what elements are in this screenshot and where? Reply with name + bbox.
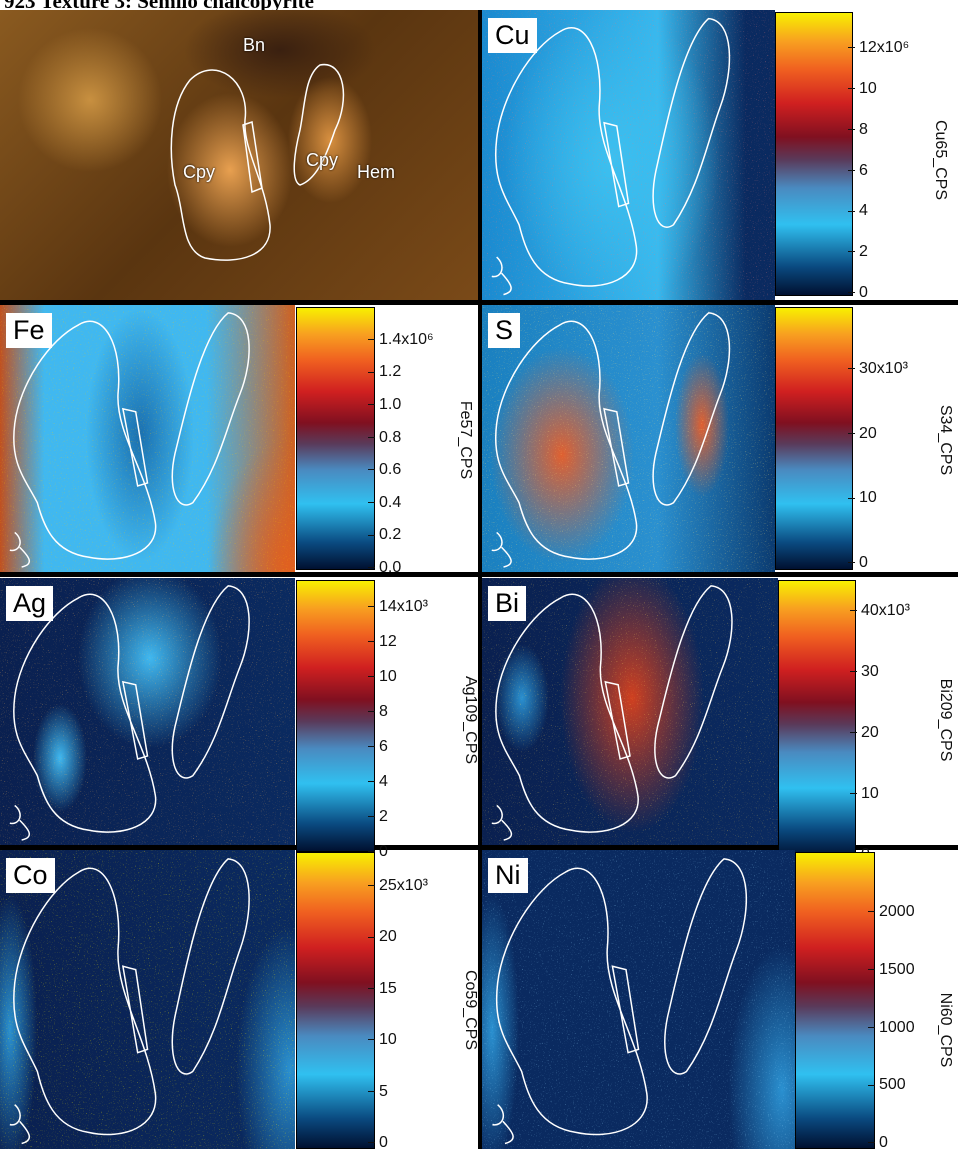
- colorbar-tick-label: 8: [848, 121, 868, 139]
- colorbar-tick-label: 8: [368, 703, 388, 721]
- figure: 923 Texture 3: Semilo chalcopyrite Bn Cp…: [0, 0, 958, 1149]
- colorbar-tick-label: 20: [368, 928, 397, 946]
- colorbar-tick-label: 5: [368, 1083, 388, 1101]
- element-label: Fe: [6, 313, 52, 348]
- colorbar-axis-label: S34_CPS: [936, 405, 954, 475]
- colorbar-tick-label: 1500: [868, 961, 915, 979]
- colorbar-tick-label: 30: [850, 663, 879, 681]
- colorbar-tick-label: 6: [848, 162, 868, 180]
- element-label: Bi: [488, 586, 526, 621]
- colorbar-tick-label: 15: [368, 980, 397, 998]
- colorbar-tick-label: 20: [850, 724, 879, 742]
- colorbar-tick-label: 20: [848, 425, 877, 443]
- map-overlay: [482, 850, 795, 1149]
- colorbar-axis-label: Fe57_CPS: [456, 401, 474, 479]
- phase-label: Cpy: [183, 162, 215, 183]
- colorbar-tick-label: 0: [368, 1134, 388, 1149]
- colorbar: [778, 580, 856, 858]
- colorbar-tick-label: 30x10³: [848, 360, 908, 378]
- colorbar-axis-label: Bi209_CPS: [936, 679, 954, 762]
- colorbar-tick-label: 0: [848, 284, 868, 302]
- colorbar-tick-label: 0.2: [368, 526, 401, 544]
- colorbar-axis-label: Ag109_CPS: [461, 676, 479, 764]
- divider: [0, 572, 958, 577]
- element-label: S: [488, 313, 520, 348]
- colorbar-tick-label: 0: [848, 554, 868, 572]
- colorbar: [775, 307, 853, 570]
- colorbar-tick-label: 10: [368, 668, 397, 686]
- colorbar: [795, 852, 875, 1149]
- colorbar-axis-label: Ni60_CPS: [936, 993, 954, 1068]
- map-overlay: [0, 850, 295, 1149]
- colorbar-tick-label: 14x10³: [368, 598, 428, 616]
- colorbar: [296, 580, 375, 852]
- photo-outlines: [0, 10, 478, 300]
- colorbar-tick-label: 12: [368, 633, 397, 651]
- colorbar-tick-label: 40x10³: [850, 602, 910, 620]
- element-label: Ag: [6, 586, 53, 621]
- colorbar-tick-label: 4: [368, 773, 388, 791]
- colorbar-tick-label: 1.2: [368, 363, 401, 381]
- element-label: Cu: [488, 18, 537, 53]
- map-overlay: [482, 10, 775, 300]
- colorbar-tick-label: 10: [850, 785, 879, 803]
- colorbar-tick-label: 10: [848, 80, 877, 98]
- colorbar-axis-label: Cu65_CPS: [931, 120, 949, 200]
- colorbar-tick-label: 500: [868, 1076, 906, 1094]
- colorbar-tick-label: 2: [368, 808, 388, 826]
- colorbar-tick-label: 0.8: [368, 429, 401, 447]
- colorbar-tick-label: 0.4: [368, 494, 401, 512]
- colorbar-tick-label: 1.4x10⁶: [368, 331, 434, 349]
- colorbar-tick-label: 0.6: [368, 461, 401, 479]
- map-overlay: [482, 305, 775, 572]
- colorbar-tick-label: 1000: [868, 1019, 915, 1037]
- phase-label: Cpy: [306, 150, 338, 171]
- colorbar-tick-label: 1.0: [368, 396, 401, 414]
- colorbar-tick-label: 0.0: [368, 559, 401, 577]
- colorbar: [296, 852, 375, 1149]
- colorbar-tick-label: 25x10³: [368, 877, 428, 895]
- colorbar: [296, 307, 375, 570]
- map-overlay: [482, 578, 778, 845]
- colorbar-tick-label: 12x10⁶: [848, 39, 909, 57]
- colorbar: [775, 12, 853, 296]
- colorbar-tick-label: 10: [848, 489, 877, 507]
- phase-label: Bn: [243, 35, 265, 56]
- colorbar-tick-label: 2000: [868, 903, 915, 921]
- colorbar-tick-label: 10: [368, 1031, 397, 1049]
- colorbar-tick-label: 6: [368, 738, 388, 756]
- colorbar-tick-label: 0: [868, 1134, 888, 1149]
- colorbar-tick-label: 2: [848, 243, 868, 261]
- element-label: Ni: [488, 858, 528, 893]
- element-label: Co: [6, 858, 55, 893]
- colorbar-axis-label: Co59_CPS: [461, 970, 479, 1050]
- phase-label: Hem: [357, 162, 395, 183]
- colorbar-tick-label: 4: [848, 202, 868, 220]
